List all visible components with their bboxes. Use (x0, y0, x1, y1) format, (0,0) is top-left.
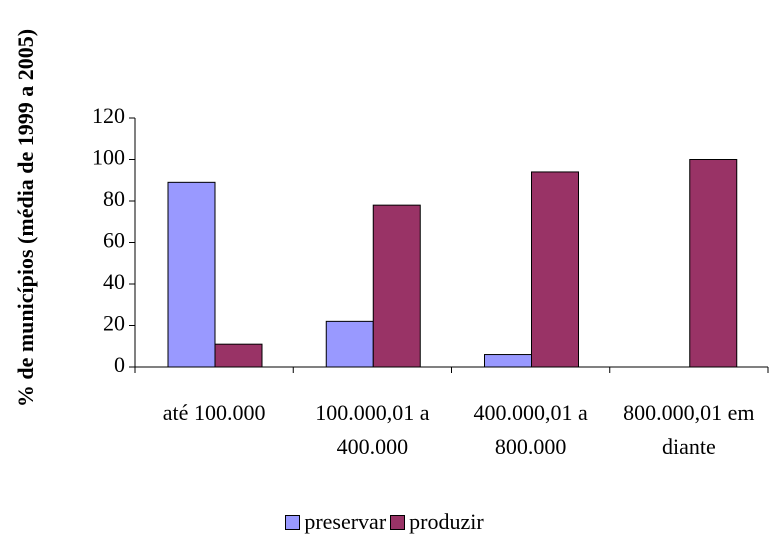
x-tick-label: até 100.000 (162, 400, 266, 425)
bar (325, 320, 374, 368)
legend-item: produzir (390, 509, 484, 535)
bar (689, 159, 738, 368)
legend-swatch (390, 514, 406, 530)
x-tick-label: 100.000,01 a 400.000 (315, 400, 430, 459)
legend-swatch (285, 514, 301, 530)
legend-label: produzir (409, 509, 484, 534)
legend-label: preservar (304, 509, 387, 534)
legend: preservar produzir (0, 509, 769, 536)
y-tick-label: 120 (92, 103, 125, 128)
y-tick-label: 20 (103, 311, 125, 336)
y-tick-label: 40 (103, 269, 125, 294)
x-tick-label: 400.000,01 a 800.000 (473, 400, 588, 459)
y-tick-label: 0 (114, 352, 125, 377)
legend-item: preservar (285, 509, 386, 535)
y-tick-label: 60 (103, 228, 125, 253)
y-tick-label: 100 (92, 145, 125, 170)
bar (167, 181, 216, 368)
bar (214, 343, 263, 368)
bar (372, 204, 421, 368)
bar (484, 354, 532, 368)
y-axis-label: % de municípios (média de 1999 a 2005) (13, 28, 38, 408)
bar (531, 171, 579, 368)
y-tick-label: 80 (103, 186, 125, 211)
x-tick-label: 800.000,01 em diante (623, 400, 755, 459)
